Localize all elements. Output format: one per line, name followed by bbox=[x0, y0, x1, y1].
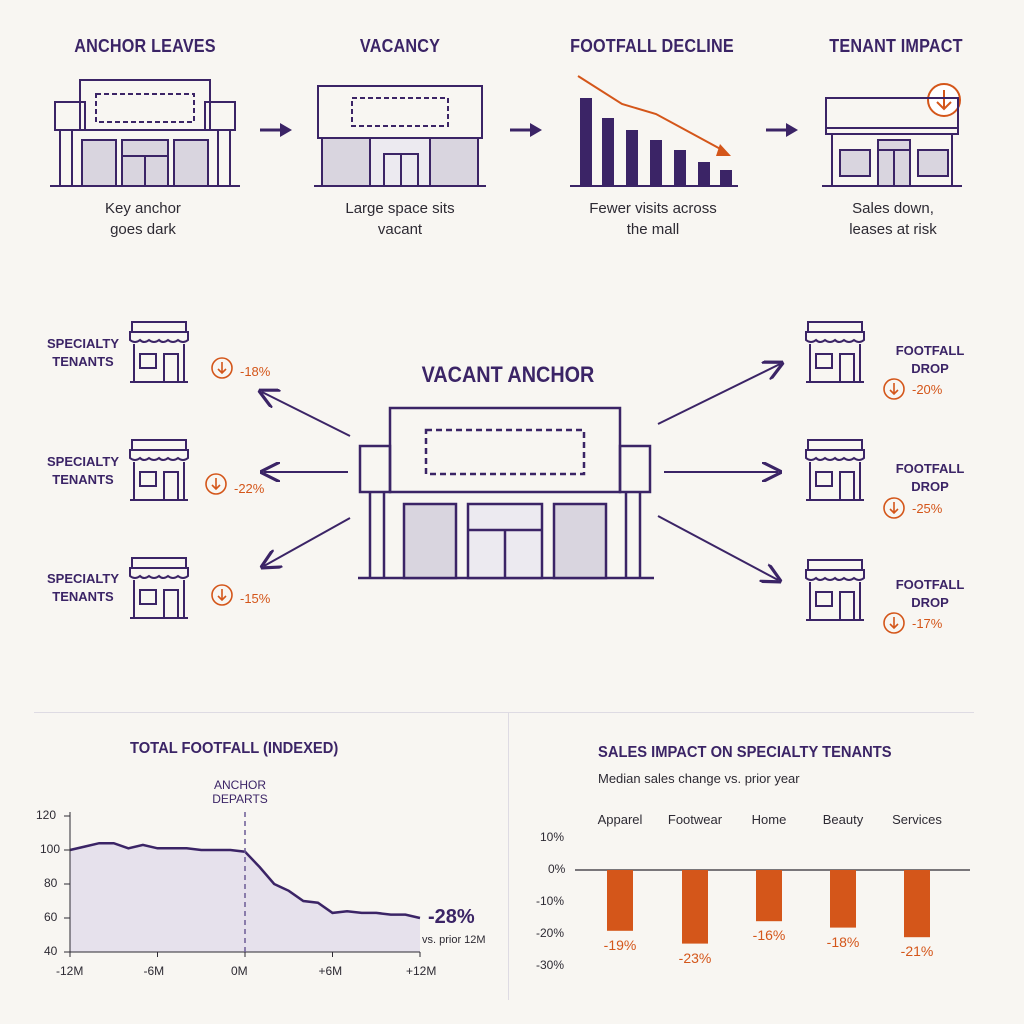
down-arrow-icon bbox=[211, 357, 233, 379]
tenant-change: -18% bbox=[240, 364, 271, 379]
stage-title: FOOTFALL DECLINE bbox=[570, 36, 734, 56]
arrow-to-right-1 bbox=[657, 364, 780, 425]
bar-label: -18% bbox=[826, 933, 860, 950]
category-label: Beauty bbox=[822, 812, 864, 827]
small-store-icon bbox=[805, 321, 865, 383]
y-tick: 40 bbox=[44, 944, 58, 958]
small-store-icon bbox=[129, 439, 189, 501]
tenant-change: -15% bbox=[240, 591, 271, 606]
arrow-to-left-1 bbox=[262, 392, 351, 437]
bar-footwear bbox=[682, 870, 708, 944]
bar-label: -19% bbox=[603, 936, 637, 953]
stage-caption: Large space sits vacant bbox=[345, 200, 455, 238]
tenant-label: FOOTFALL DROP bbox=[895, 461, 965, 494]
category-label: Footwear bbox=[667, 812, 723, 827]
stage-title: TENANT IMPACT bbox=[829, 36, 963, 56]
sales-plot bbox=[575, 869, 970, 944]
tenant-label: FOOTFALL DROP bbox=[895, 577, 965, 610]
x-tick: +12M bbox=[406, 964, 437, 978]
y-tick: 60 bbox=[44, 910, 58, 924]
tenant-label: SPECIALTY TENANTS bbox=[47, 336, 119, 369]
event-annotation: ANCHOR DEPARTS bbox=[212, 778, 268, 806]
category-label: Apparel bbox=[597, 812, 643, 827]
arrow-to-left-3 bbox=[264, 517, 351, 566]
down-arrow-icon bbox=[883, 497, 905, 519]
down-arrow-icon bbox=[883, 612, 905, 634]
small-store-icon bbox=[129, 321, 189, 383]
tenant-label: FOOTFALL DROP bbox=[895, 343, 965, 376]
stage-caption: Sales down, leases at risk bbox=[849, 200, 937, 238]
arrow-right-icon bbox=[260, 123, 292, 137]
small-store-icon bbox=[805, 559, 865, 621]
declining-bars-icon bbox=[570, 75, 738, 187]
y-tick: 100 bbox=[40, 842, 61, 856]
y-tick: -30% bbox=[536, 958, 565, 972]
down-arrow-icon bbox=[883, 378, 905, 400]
bar-label: -16% bbox=[752, 927, 786, 944]
x-tick: +6M bbox=[318, 964, 343, 978]
tenant-change: -22% bbox=[234, 481, 265, 496]
tenant-store-icon bbox=[822, 83, 962, 187]
arrow-right-icon bbox=[766, 123, 798, 137]
stage-caption: Key anchor goes dark bbox=[105, 200, 181, 238]
y-tick: 10% bbox=[540, 830, 565, 844]
stage-caption: Fewer visits across the mall bbox=[589, 200, 717, 238]
down-arrow-icon bbox=[211, 584, 233, 606]
small-store-icon bbox=[805, 439, 865, 501]
arrow-right-icon bbox=[510, 123, 542, 137]
divider bbox=[34, 712, 974, 713]
tenant-change: -25% bbox=[912, 501, 943, 516]
footfall-change-note: vs. prior 12M bbox=[422, 934, 486, 946]
tenant-change: -20% bbox=[912, 382, 943, 397]
vacant-anchor-icon bbox=[358, 406, 654, 580]
chart-title: TOTAL FOOTFALL (INDEXED) bbox=[130, 740, 339, 757]
footfall-plot bbox=[64, 812, 421, 957]
tenant-label: SPECIALTY TENANTS bbox=[47, 454, 119, 487]
x-tick: -12M bbox=[56, 964, 84, 978]
bar-home bbox=[756, 870, 782, 922]
bar-label: -23% bbox=[678, 949, 712, 966]
chart-subtitle: Median sales change vs. prior year bbox=[598, 771, 800, 786]
hub-title: VACANT ANCHOR bbox=[421, 362, 595, 387]
footfall-change: -28% bbox=[428, 906, 475, 928]
bar-services bbox=[904, 870, 930, 938]
hub-arrows bbox=[250, 350, 786, 590]
stage-title: VACANCY bbox=[359, 36, 441, 56]
tenant-label: SPECIALTY TENANTS bbox=[47, 571, 119, 604]
category-label: Home bbox=[751, 812, 787, 827]
down-arrow-icon bbox=[205, 473, 227, 495]
small-store-icon bbox=[129, 557, 189, 619]
y-tick: 0% bbox=[548, 862, 566, 876]
x-tick: -6M bbox=[143, 964, 165, 978]
y-tick: 120 bbox=[36, 808, 57, 822]
vacant-store-icon bbox=[314, 85, 486, 187]
bar-apparel bbox=[607, 870, 633, 931]
bar-label: -21% bbox=[900, 943, 934, 960]
bar-beauty bbox=[830, 870, 856, 928]
category-label: Services bbox=[892, 812, 942, 827]
arrow-to-right-3 bbox=[657, 515, 778, 580]
divider bbox=[508, 712, 509, 1000]
anchor-store-icon bbox=[50, 79, 240, 187]
stage-title: ANCHOR LEAVES bbox=[74, 36, 216, 56]
chart-title: SALES IMPACT ON SPECIALTY TENANTS bbox=[598, 744, 892, 761]
y-tick: -10% bbox=[536, 894, 565, 908]
y-tick: 80 bbox=[44, 876, 58, 890]
x-tick: 0M bbox=[231, 964, 248, 978]
y-tick: -20% bbox=[536, 926, 565, 940]
tenant-change: -17% bbox=[912, 616, 943, 631]
